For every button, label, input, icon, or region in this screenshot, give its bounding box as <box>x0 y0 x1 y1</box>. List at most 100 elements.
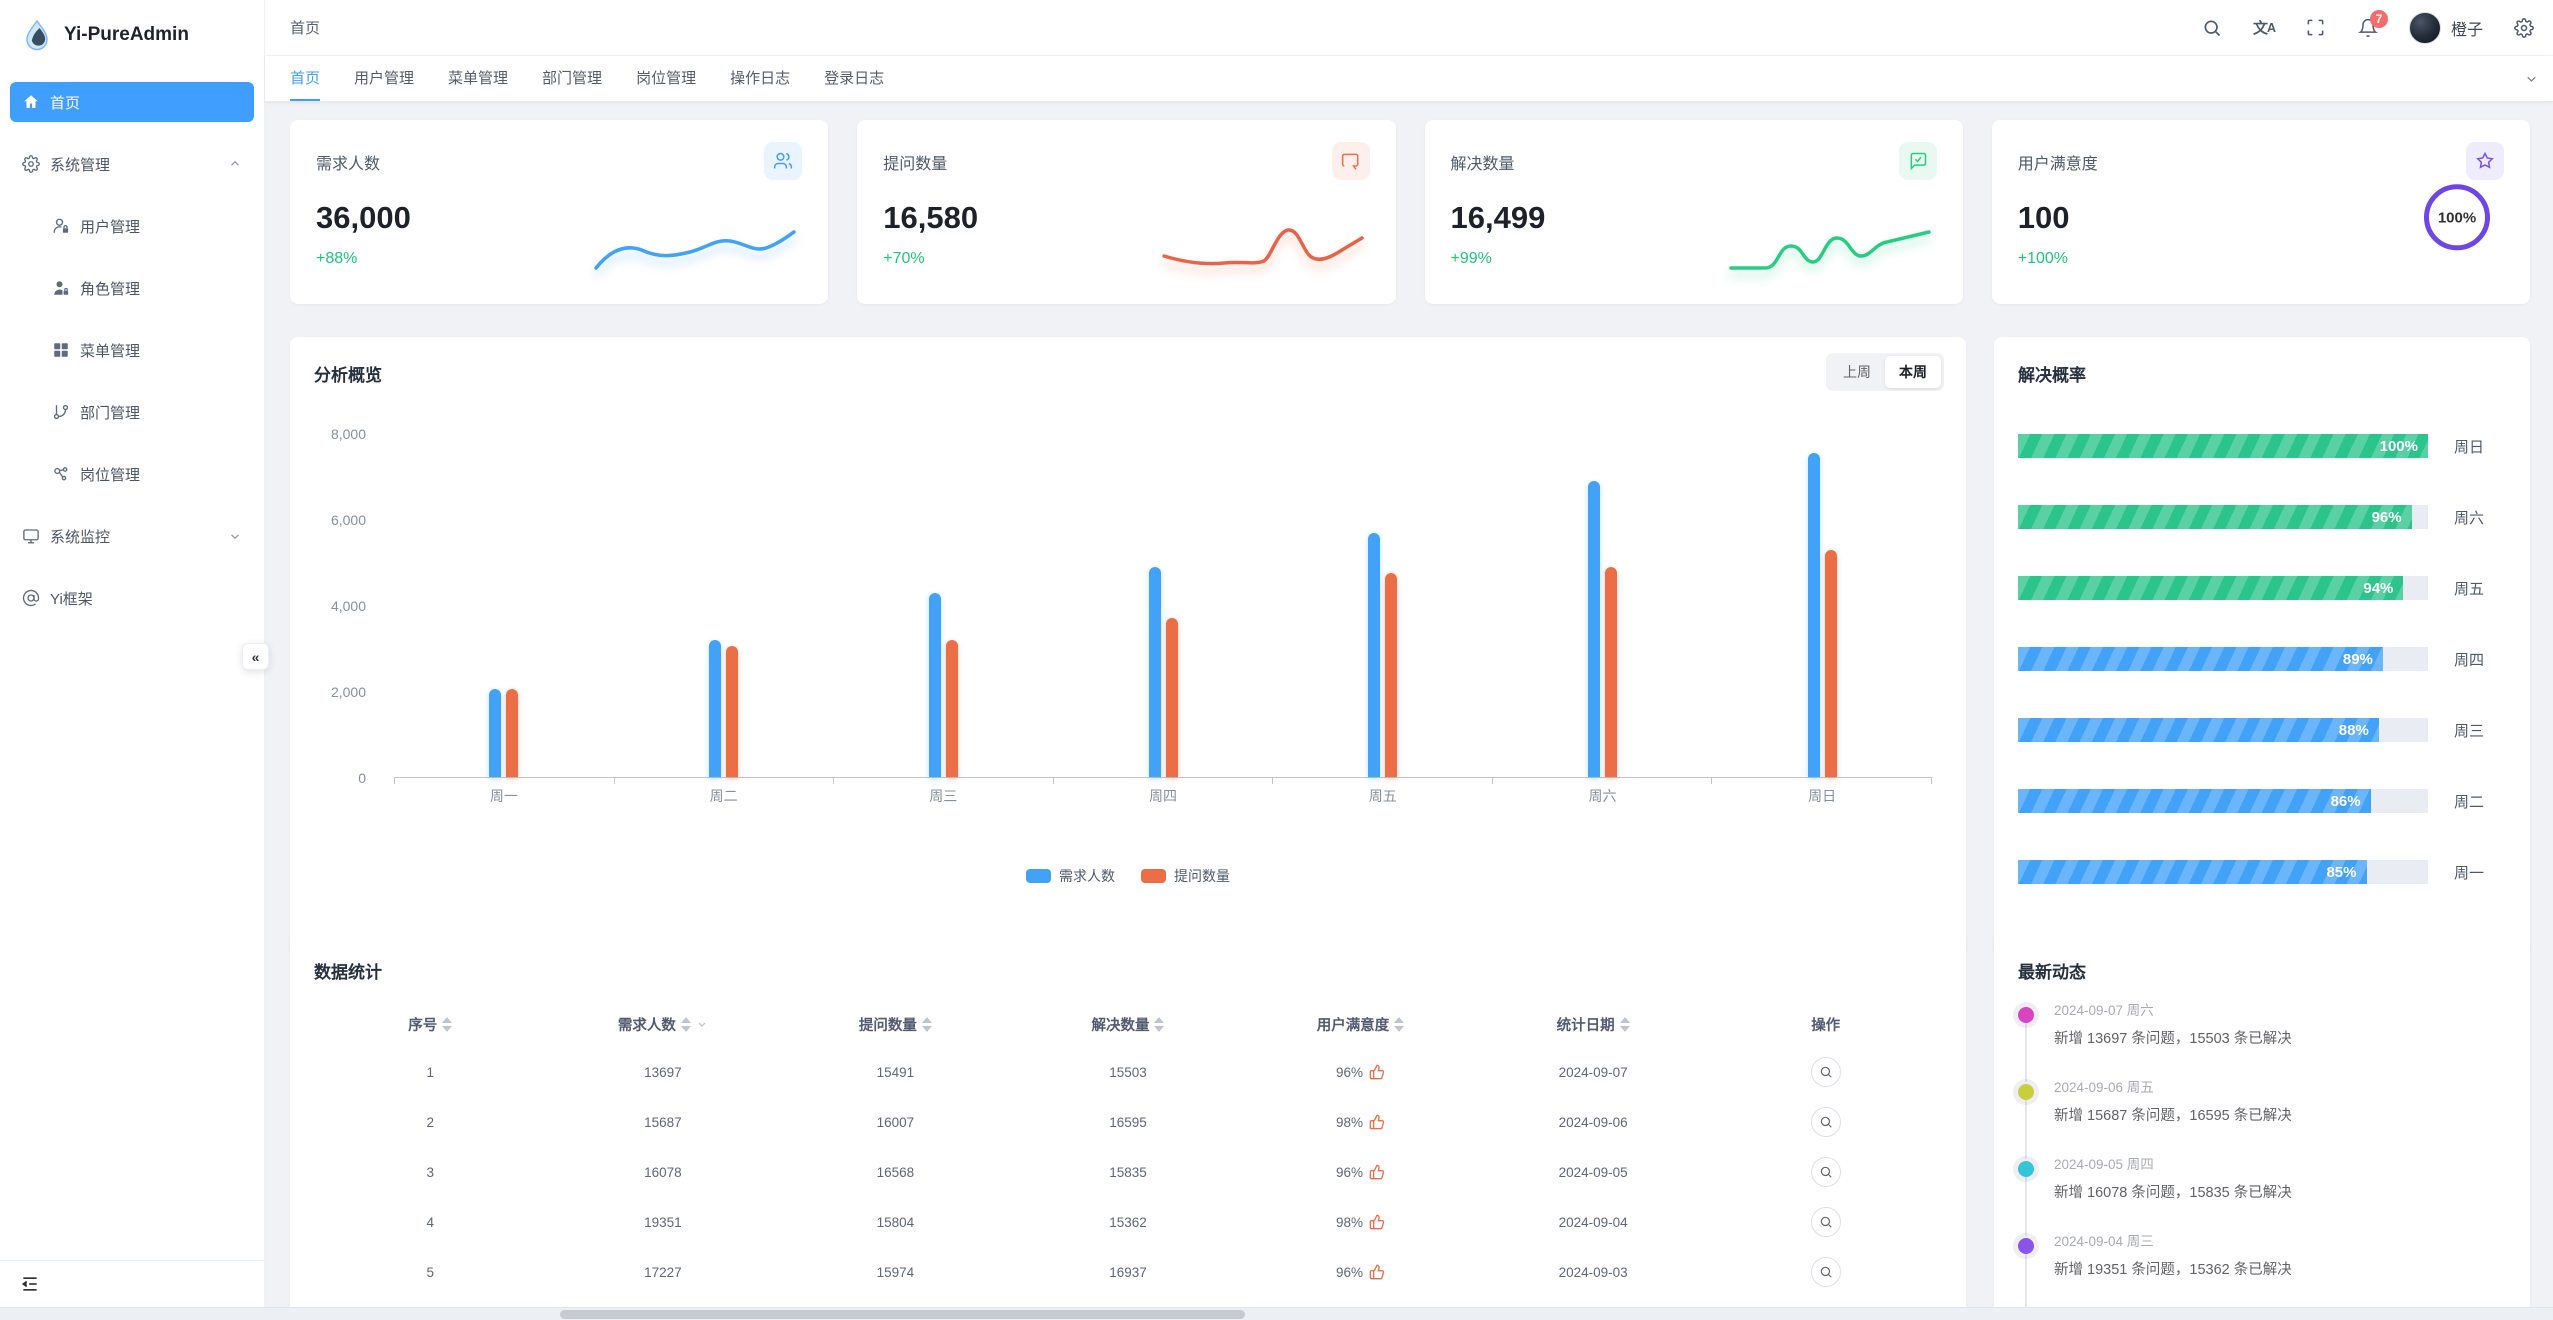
bell-icon[interactable]: 7 <box>2357 9 2388 39</box>
gear-icon <box>22 155 40 173</box>
sort-carets-icon[interactable] <box>1619 1016 1630 1032</box>
bar-group <box>1712 434 1932 777</box>
bar-question[interactable] <box>1385 573 1398 777</box>
this-week-button[interactable]: 本周 <box>1885 356 1941 388</box>
legend-swatch-blue <box>1026 869 1051 883</box>
bar-demand[interactable] <box>1148 566 1161 777</box>
sidebar-item-system-monitor[interactable]: 系统监控 <box>10 516 254 556</box>
collapse-sidebar-icon[interactable] <box>20 1274 40 1294</box>
column-header-solve[interactable]: 解决数量 <box>1012 1001 1245 1047</box>
cell-satisfaction: 98% <box>1336 1214 1364 1230</box>
breadcrumb[interactable]: 首页 <box>290 20 321 37</box>
bar-demand[interactable] <box>709 639 722 777</box>
tab-user-management[interactable]: 用户管理 <box>354 70 415 87</box>
sidebar-item-user-management[interactable]: 用户管理 <box>10 206 254 246</box>
progress-row: 86% 周二 <box>2018 789 2506 813</box>
scrollbar-thumb[interactable] <box>560 1310 1245 1319</box>
bar-demand[interactable] <box>928 592 941 777</box>
thumb-up-icon <box>1369 1214 1385 1230</box>
bar-demand[interactable] <box>1587 481 1600 777</box>
sidebar-item-label: 岗位管理 <box>80 466 141 484</box>
tab-menu-management[interactable]: 菜单管理 <box>448 70 509 87</box>
tab-operation-log[interactable]: 操作日志 <box>730 70 791 87</box>
sort-carets-icon[interactable] <box>1394 1016 1405 1032</box>
view-row-button[interactable] <box>1810 1107 1841 1137</box>
cell-demand: 19351 <box>644 1214 682 1230</box>
view-row-button[interactable] <box>1810 1157 1841 1187</box>
user-menu[interactable]: 橙子 <box>2408 11 2483 44</box>
x-tick: 周五 <box>1368 788 1397 804</box>
x-tick: 周六 <box>1588 788 1617 804</box>
timeline-item: 2024-09-06 周五 新增 15687 条问题，16595 条已解决 <box>2018 1076 2506 1159</box>
last-week-button[interactable]: 上周 <box>1829 356 1885 388</box>
sidebar-item-home[interactable]: 首页 <box>10 82 254 122</box>
bar-question[interactable] <box>726 646 739 777</box>
column-header-satisfaction[interactable]: 用户满意度 <box>1244 1001 1477 1047</box>
view-row-button[interactable] <box>1810 1057 1841 1087</box>
bar-question[interactable] <box>506 689 519 777</box>
cell-satisfaction: 96% <box>1336 1164 1364 1180</box>
legend-label: 需求人数 <box>1059 868 1115 884</box>
tab-post-management[interactable]: 岗位管理 <box>636 70 697 87</box>
thumb-up-icon <box>1369 1064 1385 1080</box>
tab-login-log[interactable]: 登录日志 <box>824 70 885 87</box>
sidebar-item-menu-management[interactable]: 菜单管理 <box>10 330 254 370</box>
timeline-item: 2024-09-04 周三 新增 19351 条问题，15362 条已解决 <box>2018 1230 2506 1313</box>
legend-question[interactable]: 提问数量 <box>1141 866 1230 886</box>
bar-demand[interactable] <box>1368 532 1381 777</box>
sort-carets-icon[interactable] <box>680 1016 691 1032</box>
timeline-item: 2024-09-07 周六 新增 13697 条问题，15503 条已解决 <box>2018 999 2506 1082</box>
tab-options-chevron-icon[interactable] <box>2509 56 2553 101</box>
timeline-date: 2024-09-05 周四 <box>2054 1157 2154 1172</box>
sort-carets-icon[interactable] <box>921 1016 932 1032</box>
tabbar: 首页 用户管理 菜单管理 部门管理 岗位管理 操作日志 登录日志 <box>265 56 2553 102</box>
bar-question[interactable] <box>1824 549 1837 777</box>
panel-title: 最新动态 <box>2018 963 2086 982</box>
sort-carets-icon[interactable] <box>442 1016 453 1032</box>
column-header-date[interactable]: 统计日期 <box>1477 1001 1710 1047</box>
search-icon[interactable] <box>2201 17 2223 39</box>
progress-day-label: 周日 <box>2454 438 2485 456</box>
timeline-text: 新增 15687 条问题，16595 条已解决 <box>2054 1108 2292 1124</box>
y-tick: 2,000 <box>330 684 366 700</box>
x-axis-ticks <box>394 778 1933 784</box>
view-row-button[interactable] <box>1810 1257 1841 1287</box>
tab-department-management[interactable]: 部门管理 <box>542 70 603 87</box>
tab-home[interactable]: 首页 <box>290 56 321 101</box>
home-icon <box>22 93 40 111</box>
sort-carets-icon[interactable] <box>1154 1016 1165 1032</box>
sidebar-item-yi-framework[interactable]: Yi框架 <box>10 578 254 618</box>
column-header-demand[interactable]: 需求人数 <box>547 1001 780 1047</box>
timeline-dot <box>2018 1084 2034 1100</box>
sidebar-item-system-management[interactable]: 系统管理 <box>10 144 254 184</box>
monitor-icon <box>22 527 40 545</box>
bar-demand[interactable] <box>1807 453 1820 777</box>
stat-delta: +99% <box>1450 250 1492 267</box>
bar-question[interactable] <box>1604 566 1617 777</box>
table-row: 1 13697 15491 15503 96% 2024-09-07 <box>314 1047 1942 1097</box>
column-header-index[interactable]: 序号 <box>314 1001 547 1047</box>
progress-value: 88% <box>2338 721 2369 739</box>
view-row-button[interactable] <box>1810 1207 1841 1237</box>
share-nodes-icon <box>52 465 70 483</box>
sidebar-item-role-management[interactable]: 角色管理 <box>10 268 254 308</box>
message-check-icon <box>1898 142 1937 180</box>
sidebar-item-department-management[interactable]: 部门管理 <box>10 392 254 432</box>
cell-solve: 15503 <box>1109 1064 1147 1080</box>
fullscreen-icon[interactable] <box>2305 17 2327 39</box>
bar-demand[interactable] <box>489 689 502 777</box>
sidebar-item-post-management[interactable]: 岗位管理 <box>10 454 254 494</box>
settings-gear-icon[interactable] <box>2513 17 2535 39</box>
bar-question[interactable] <box>945 639 958 777</box>
filter-chevron-icon[interactable] <box>696 1018 708 1030</box>
x-tick: 周三 <box>929 788 958 804</box>
horizontal-scrollbar[interactable] <box>0 1307 2553 1320</box>
column-header-question[interactable]: 提问数量 <box>779 1001 1012 1047</box>
x-tick: 周四 <box>1149 788 1178 804</box>
sidebar-collapse-button[interactable]: « <box>242 643 269 670</box>
legend-demand[interactable]: 需求人数 <box>1026 866 1115 886</box>
bar-question[interactable] <box>1165 618 1178 777</box>
legend-swatch-orange <box>1141 869 1166 883</box>
